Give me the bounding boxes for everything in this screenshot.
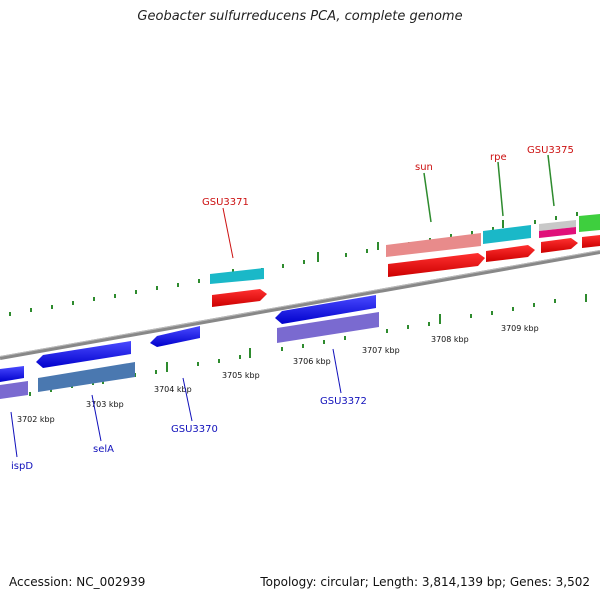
gene-bar-gray[interactable] xyxy=(539,220,576,231)
gene-bar-gsu3372-lavender[interactable] xyxy=(277,312,379,343)
scale-label: 3709 kbp xyxy=(501,324,539,333)
inner-gene-labels: ispD selA GSU3370 GSU3372 xyxy=(10,348,367,472)
genome-title: Geobacter sulfurreducens PCA, complete g… xyxy=(137,9,463,24)
gene-arrow-rpe[interactable] xyxy=(486,245,535,262)
scale-label: 3708 kbp xyxy=(431,335,469,344)
gene-bar-gsu3371-cyan[interactable] xyxy=(210,268,264,284)
genome-backbone xyxy=(0,250,600,360)
gene-label-rpe[interactable]: rpe xyxy=(490,152,507,163)
gene-label-gsu3375[interactable]: GSU3375 xyxy=(527,145,574,156)
accession-label: Accession: NC_002939 xyxy=(9,575,146,589)
gene-label-gsu3370[interactable]: GSU3370 xyxy=(171,424,218,435)
gene-label-gsu3371[interactable]: GSU3371 xyxy=(202,197,249,208)
gene-label-sun[interactable]: sun xyxy=(415,162,433,173)
upper-red-arrows xyxy=(212,235,600,307)
scale-label: 3702 kbp xyxy=(17,415,55,424)
gene-arrow-gsu3370[interactable] xyxy=(150,326,200,347)
scale-label: 3705 kbp xyxy=(222,371,260,380)
inner-tick-row xyxy=(29,294,587,396)
gene-arrow-ispd[interactable] xyxy=(0,366,24,382)
gene-label-ispd[interactable]: ispD xyxy=(11,461,33,472)
gene-arrow-gsu3375[interactable] xyxy=(541,238,578,253)
scale-label: 3707 kbp xyxy=(362,346,400,355)
scale-label: 3703 kbp xyxy=(86,400,124,409)
gene-arrow-edge[interactable] xyxy=(582,235,600,248)
outer-gene-labels: GSU3371 sun rpe GSU3375 xyxy=(202,145,574,259)
outer-tick-row xyxy=(9,212,578,316)
gene-label-gsu3372[interactable]: GSU3372 xyxy=(320,396,367,407)
gene-bar-sela-steelblue[interactable] xyxy=(38,362,135,392)
upper-gene-bars xyxy=(210,214,600,284)
lower-gene-bars xyxy=(0,312,379,399)
gene-bar-ispd-lavender[interactable] xyxy=(0,381,28,399)
gene-arrow-gsu3371[interactable] xyxy=(212,289,267,307)
genome-stats-label: Topology: circular; Length: 3,814,139 bp… xyxy=(260,575,590,589)
gene-bar-sun-pink[interactable] xyxy=(386,233,481,257)
gene-label-sela[interactable]: selA xyxy=(93,444,114,455)
gene-arrow-gsu3372[interactable] xyxy=(275,295,376,324)
gene-bar-rpe-cyan[interactable] xyxy=(483,225,531,244)
scale-label: 3704 kbp xyxy=(154,385,192,394)
gene-arrow-sun[interactable] xyxy=(388,253,485,277)
gene-bar-magenta[interactable] xyxy=(539,227,576,238)
gene-arrow-sela[interactable] xyxy=(36,341,131,368)
gene-bar-green[interactable] xyxy=(579,214,600,232)
lower-blue-arrows xyxy=(0,295,376,382)
scale-label: 3706 kbp xyxy=(293,357,331,366)
